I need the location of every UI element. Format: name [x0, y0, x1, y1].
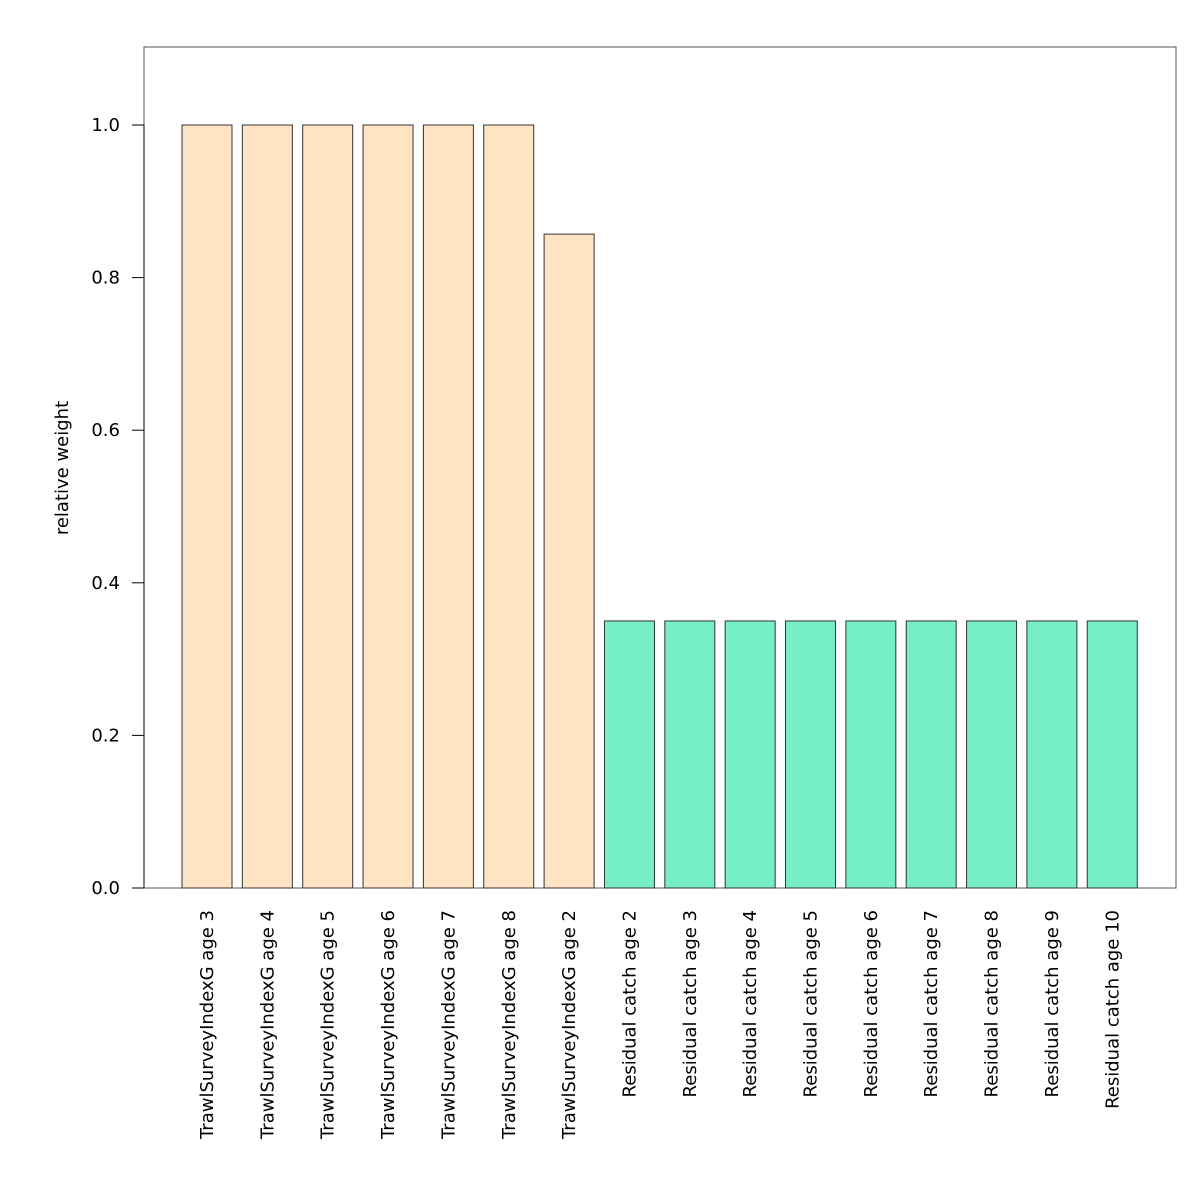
y-tick-label: 0.0	[91, 878, 120, 899]
x-category-label: TrawlSurveyIndexG age 5	[318, 910, 339, 1140]
bar	[905, 620, 957, 889]
bar	[302, 124, 354, 889]
bar	[664, 620, 716, 889]
x-category-label: Residual catch age 6	[861, 910, 882, 1097]
x-category-label: Residual catch age 8	[982, 910, 1003, 1097]
x-category-label: Residual catch age 3	[680, 910, 701, 1097]
y-tick-label: 1.0	[91, 115, 120, 136]
x-category-label: Residual catch age 9	[1042, 910, 1063, 1097]
x-category-label: TrawlSurveyIndexG age 8	[499, 910, 520, 1140]
bar	[785, 620, 836, 889]
x-category-label: TrawlSurveyIndexG age 3	[197, 910, 218, 1140]
x-category-label: TrawlSurveyIndexG age 4	[257, 910, 278, 1140]
bar	[845, 620, 897, 889]
bar	[181, 124, 233, 889]
bar	[543, 233, 595, 889]
x-axis-labels: TrawlSurveyIndexG age 3 TrawlSurveyIndexG…	[197, 910, 1123, 1140]
bar	[1026, 620, 1078, 889]
bars	[181, 124, 1138, 889]
bar	[603, 620, 655, 889]
bar	[1086, 620, 1138, 889]
x-category-label: TrawlSurveyIndexG age 6	[378, 910, 399, 1140]
y-tick-label: 0.6	[91, 420, 120, 441]
y-axis-title: relative weight	[52, 401, 73, 535]
y-tick-label: 0.8	[91, 268, 120, 289]
bar	[241, 124, 293, 889]
x-category-label: Residual catch age 10	[1102, 910, 1123, 1109]
y-tick-label: 0.2	[91, 725, 120, 746]
y-tick-label: 0.4	[91, 573, 120, 594]
plot-frame	[143, 46, 1177, 889]
x-category-label: TrawlSurveyIndexG age 7	[438, 910, 459, 1140]
x-category-label: Residual catch age 5	[801, 910, 822, 1097]
x-category-label: Residual catch age 4	[740, 910, 761, 1097]
bar	[724, 620, 776, 889]
x-category-label: Residual catch age 7	[921, 910, 942, 1097]
x-category-label: Residual catch age 2	[619, 910, 640, 1097]
y-axis: 0.0 0.2 0.4 0.6 0.8 1.0	[91, 115, 145, 899]
bar	[966, 620, 1018, 889]
bar	[483, 124, 535, 889]
bar	[362, 124, 414, 889]
x-category-label: TrawlSurveyIndexG age 2	[559, 910, 580, 1140]
bar	[422, 124, 474, 889]
